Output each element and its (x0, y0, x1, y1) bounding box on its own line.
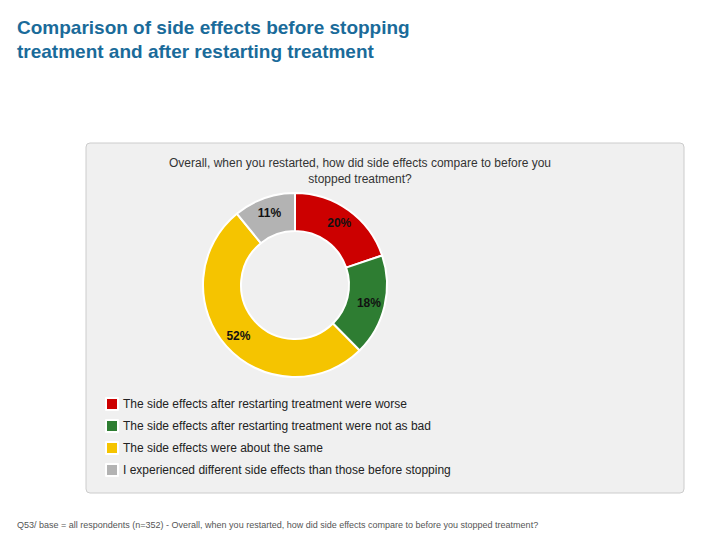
svg-text:stopped treatment?: stopped treatment? (308, 172, 412, 186)
svg-text:11%: 11% (258, 206, 282, 220)
svg-text:Q53/ base = all respondents (n: Q53/ base = all respondents (n=352) - Ov… (17, 520, 538, 530)
svg-text:Overall, when you restarted, h: Overall, when you restarted, how did sid… (169, 156, 551, 170)
svg-text:I experienced different side e: I experienced different side effects tha… (123, 463, 451, 477)
svg-text:The side effects after restart: The side effects after restarting treatm… (123, 397, 407, 411)
svg-text:18%: 18% (357, 296, 381, 310)
svg-text:treatment and after restarting: treatment and after restarting treatment (17, 41, 375, 62)
svg-text:Comparison of side effects bef: Comparison of side effects before stoppi… (17, 17, 410, 38)
svg-text:The side effects after restart: The side effects after restarting treatm… (123, 419, 431, 433)
svg-text:52%: 52% (226, 329, 250, 343)
svg-text:20%: 20% (327, 216, 351, 230)
svg-text:The side effects were about th: The side effects were about the same (123, 441, 323, 455)
